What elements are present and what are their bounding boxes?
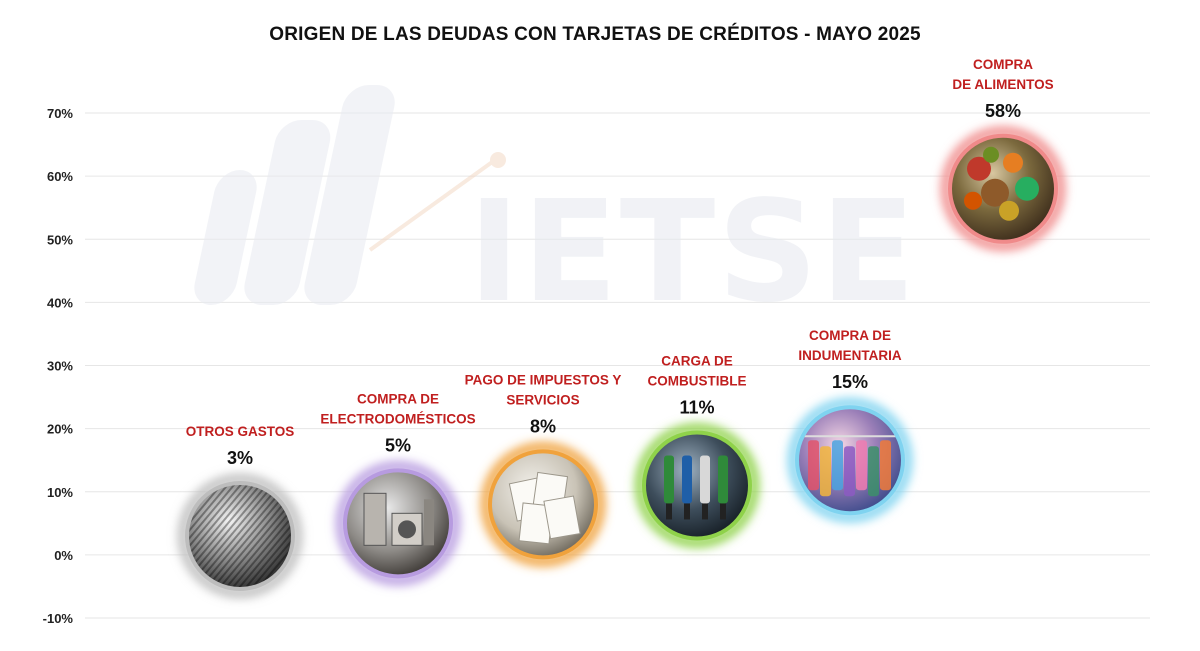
clothing-icon-detail — [868, 446, 879, 497]
appliances-icon-detail — [398, 520, 416, 539]
point-halo — [941, 126, 1065, 251]
data-label: 3% — [227, 448, 253, 468]
data-point: 5% COMPRA DE ELECTRODOMÉSTICOS — [320, 391, 476, 586]
data-label: 8% — [530, 416, 556, 436]
groceries-icon-detail — [981, 178, 1009, 207]
y-tick-label: 60% — [47, 169, 73, 184]
data-point: 3% OTROS GASTOS — [178, 424, 302, 598]
point-halo — [788, 398, 912, 523]
point-halo — [635, 423, 759, 548]
fuel-pump-icon-detail — [718, 455, 728, 504]
data-point: 11% CARGA DE COMBUSTIBLE — [635, 353, 759, 548]
data-label: 58% — [985, 101, 1021, 121]
clothing-icon-detail — [808, 440, 819, 491]
groceries-icon-detail — [967, 156, 991, 181]
y-tick-label: -10% — [43, 611, 74, 626]
point-ring — [795, 405, 905, 516]
category-label: COMPRA DE — [357, 391, 439, 406]
clothing-icon-detail — [832, 440, 843, 491]
point-ring — [488, 449, 598, 560]
clothing-icon-detail — [856, 440, 867, 491]
groceries-icon-detail — [1015, 176, 1039, 201]
bills-icon-art — [508, 471, 581, 545]
category-label: COMPRA DE — [809, 328, 891, 343]
category-label: SERVICIOS — [506, 392, 579, 407]
watermark-bar — [194, 170, 257, 305]
fuel-pump-icon-detail — [666, 503, 672, 520]
point-ring — [343, 468, 453, 579]
groceries-icon-detail — [964, 191, 982, 210]
clothing-icon-art — [804, 435, 896, 497]
groceries-icon-detail — [983, 146, 999, 163]
category-label: PAGO DE IMPUESTOS Y — [465, 372, 622, 387]
category-label: COMBUSTIBLE — [648, 373, 747, 388]
watermark-swoosh — [368, 158, 497, 252]
data-label: 11% — [679, 397, 714, 417]
data-label: 15% — [832, 372, 868, 392]
data-label: 5% — [385, 435, 411, 455]
point-halo — [178, 473, 302, 598]
appliances-icon-detail — [363, 492, 387, 546]
point-halo — [481, 442, 605, 567]
appliances-icon-art — [363, 492, 434, 546]
category-label: CARGA DE — [661, 353, 733, 368]
y-tick-label: 40% — [47, 295, 73, 310]
chart-title: ORIGEN DE LAS DEUDAS CON TARJETAS DE CRÉ… — [269, 24, 921, 45]
category-label: COMPRA — [973, 57, 1033, 72]
groceries-icon-detail — [999, 200, 1019, 221]
y-tick-label: 0% — [54, 548, 73, 563]
fuel-pump-icon-detail — [664, 455, 674, 504]
watermark-bar — [244, 120, 331, 305]
watermark-dot — [490, 152, 506, 168]
sphere-icon-art — [188, 483, 292, 588]
watermark-text: IETSE — [468, 171, 918, 334]
data-point: 15% COMPRA DE INDUMENTARIA — [788, 328, 912, 523]
point-halo — [336, 461, 460, 586]
point-ring — [948, 133, 1058, 244]
y-tick-label: 10% — [47, 485, 73, 500]
y-tick-label: 20% — [47, 422, 73, 437]
bills-icon-detail — [543, 495, 581, 540]
y-tick-label: 50% — [47, 232, 73, 247]
point-ring — [185, 480, 295, 591]
clothing-icon-detail — [880, 440, 891, 491]
groceries-icon-detail — [1003, 152, 1023, 173]
data-point: 8% PAGO DE IMPUESTOS Y SERVICIOS — [465, 372, 622, 567]
point-ring — [642, 430, 752, 541]
clothing-icon-detail — [820, 446, 831, 497]
fuel-pump-icon-detail — [700, 455, 710, 504]
watermark-bar — [304, 85, 395, 305]
data-point: 58% COMPRA DE ALIMENTOS — [941, 57, 1065, 251]
fuel-pump-icon-art — [664, 455, 728, 520]
category-label: OTROS GASTOS — [186, 424, 295, 439]
watermark-logo: IETSE — [194, 85, 918, 334]
y-tick-label: 30% — [47, 359, 73, 374]
category-label: ELECTRODOMÉSTICOS — [320, 411, 475, 426]
clothing-icon-detail — [844, 446, 855, 497]
sphere-icon-detail — [188, 483, 292, 588]
fuel-pump-icon-detail — [682, 455, 692, 504]
fuel-pump-icon-detail — [702, 503, 708, 520]
y-tick-label: 70% — [47, 106, 73, 121]
category-label: DE ALIMENTOS — [952, 77, 1053, 92]
appliances-icon-detail — [424, 499, 434, 546]
category-label: INDUMENTARIA — [798, 348, 901, 363]
groceries-icon-art — [964, 146, 1039, 221]
fuel-pump-icon-detail — [720, 503, 726, 520]
fuel-pump-icon-detail — [684, 503, 690, 520]
